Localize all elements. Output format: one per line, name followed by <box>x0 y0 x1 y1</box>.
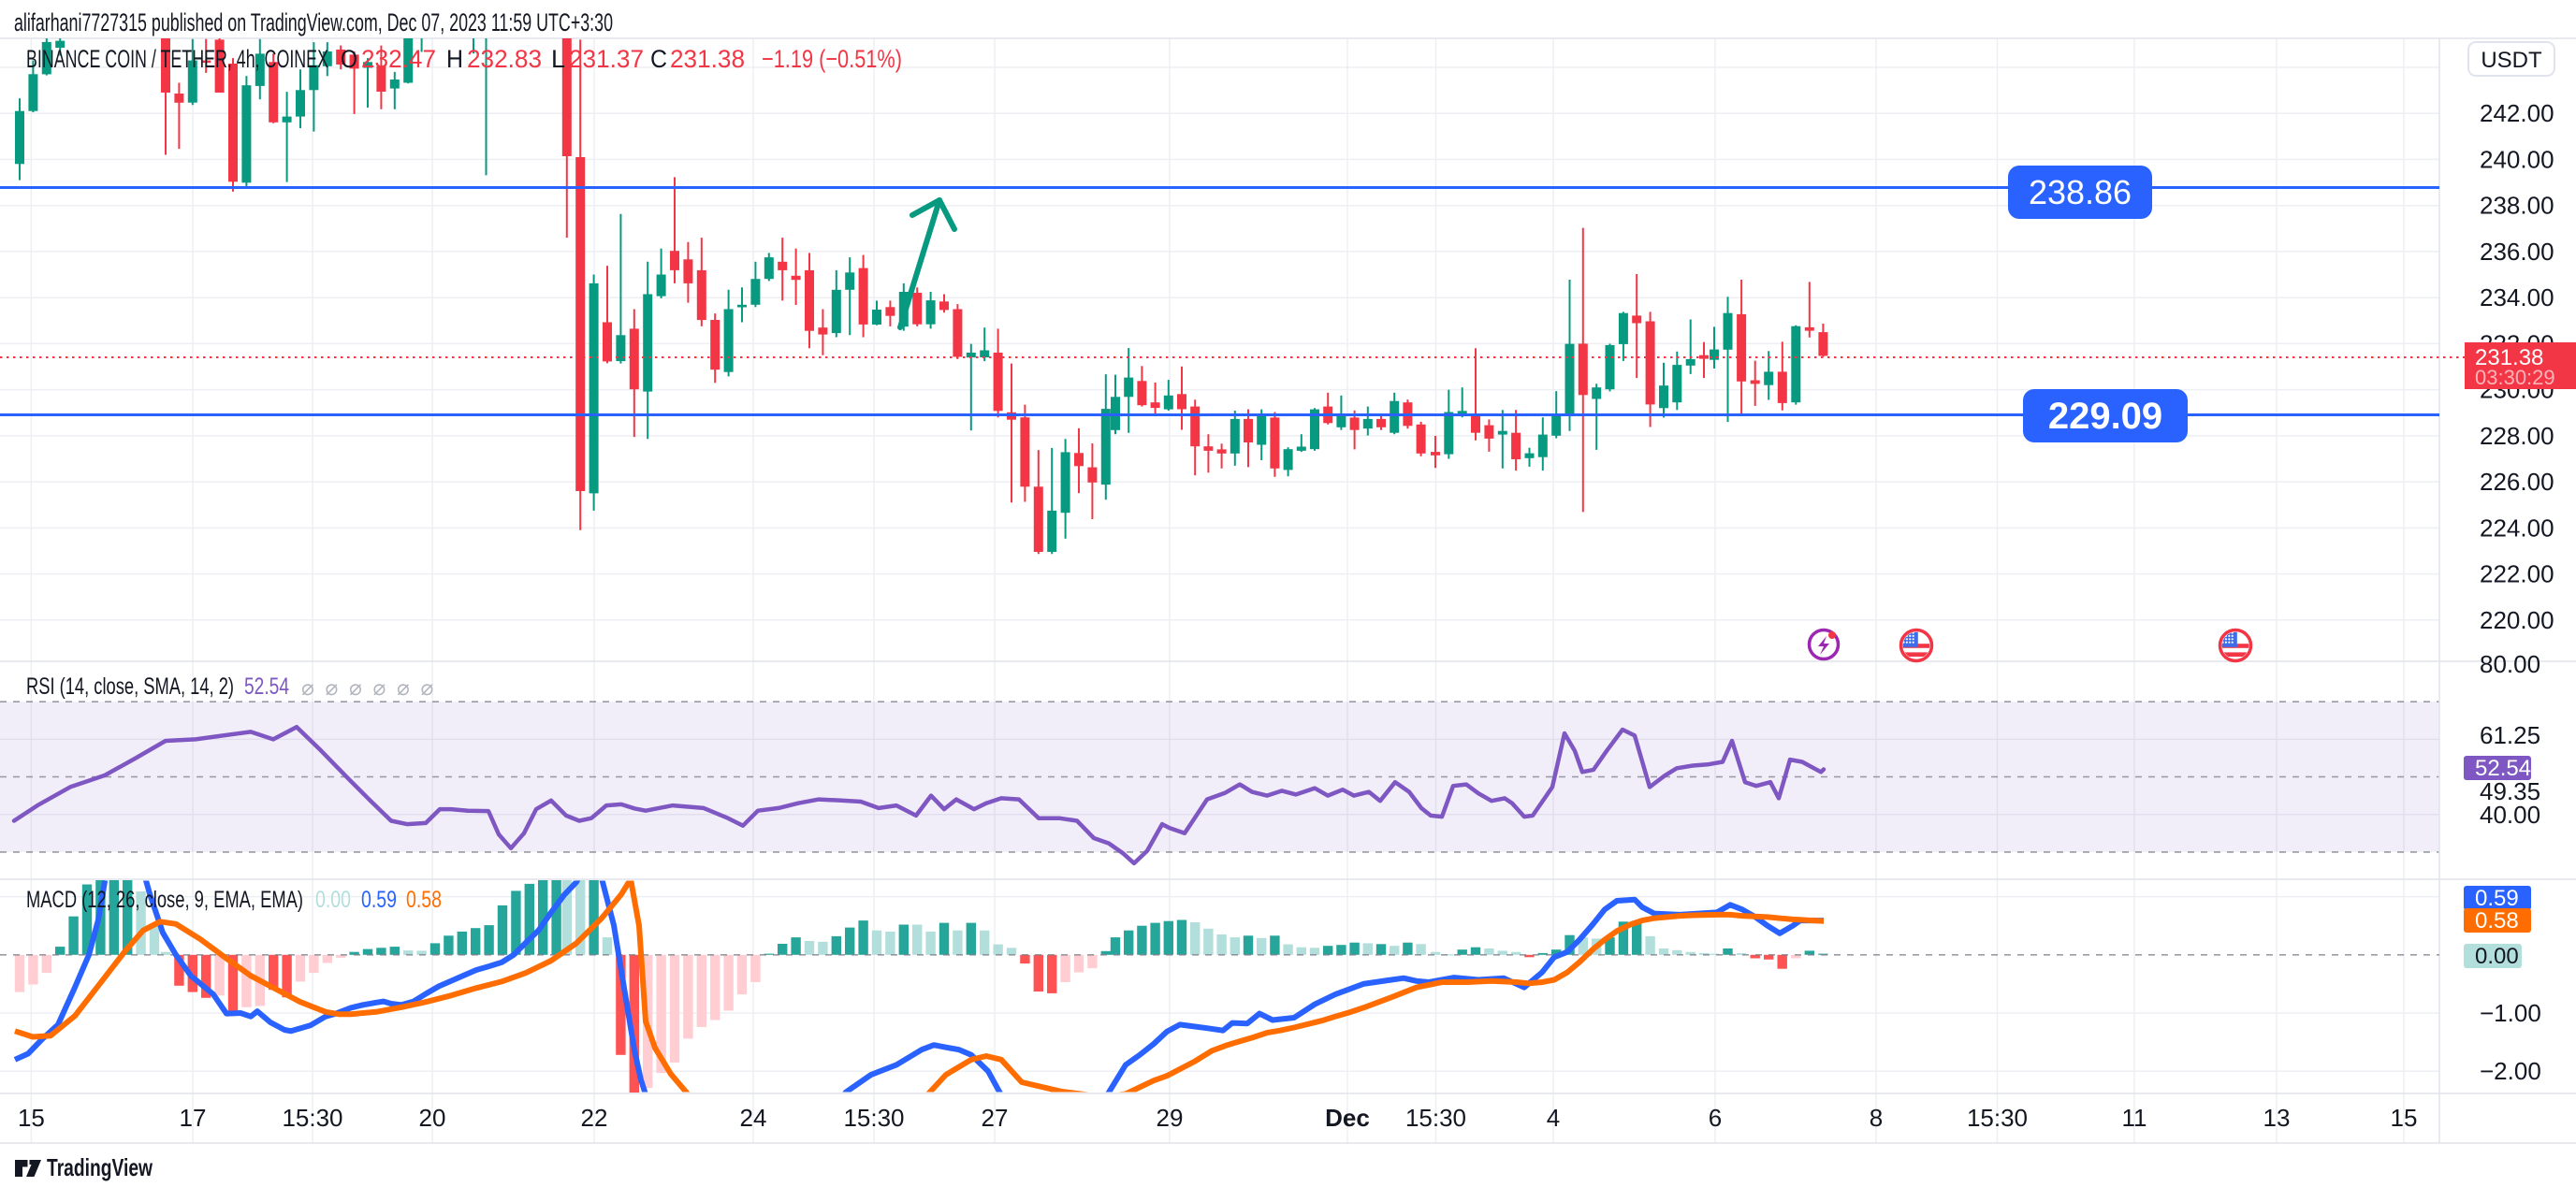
svg-text:242.00: 242.00 <box>2480 99 2554 127</box>
svg-text:11: 11 <box>2122 1104 2147 1132</box>
svg-text:03:30:29: 03:30:29 <box>2475 366 2555 389</box>
svg-text:0.00: 0.00 <box>2475 944 2519 969</box>
svg-text:15: 15 <box>18 1104 45 1132</box>
svg-text:15:30: 15:30 <box>1405 1104 1466 1132</box>
svg-text:231.37: 231.37 <box>569 45 644 73</box>
svg-text:222.00: 222.00 <box>2480 560 2554 588</box>
svg-text:0.59: 0.59 <box>2475 886 2519 911</box>
svg-text:TradingView: TradingView <box>47 1153 153 1181</box>
svg-text:0.59: 0.59 <box>361 887 397 913</box>
svg-text:22: 22 <box>581 1104 608 1132</box>
svg-text:MACD (12, 26, close, 9, EMA, E: MACD (12, 26, close, 9, EMA, EMA) <box>26 887 303 913</box>
svg-text:240.00: 240.00 <box>2480 145 2554 173</box>
svg-text:24: 24 <box>740 1104 767 1132</box>
svg-text:231.38: 231.38 <box>670 45 745 73</box>
svg-text:224.00: 224.00 <box>2480 514 2554 542</box>
svg-text:231.38: 231.38 <box>2475 345 2543 370</box>
svg-text:⌀: ⌀ <box>349 675 362 700</box>
svg-text:40.00: 40.00 <box>2480 801 2540 829</box>
svg-text:H: H <box>446 45 463 73</box>
svg-text:15:30: 15:30 <box>282 1104 342 1132</box>
svg-text:USDT: USDT <box>2481 48 2542 73</box>
svg-text:RSI (14, close, SMA, 14, 2): RSI (14, close, SMA, 14, 2) <box>26 673 234 700</box>
svg-text:BINANCE COIN / TETHER, 4h, COI: BINANCE COIN / TETHER, 4h, COINEX <box>26 45 328 73</box>
svg-text:52.54: 52.54 <box>2475 756 2531 781</box>
svg-text:0.00: 0.00 <box>315 887 351 913</box>
svg-text:226.00: 226.00 <box>2480 468 2554 496</box>
svg-text:alifarhani7727315 published on: alifarhani7727315 published on TradingVi… <box>14 8 613 36</box>
svg-text:27: 27 <box>982 1104 1009 1132</box>
svg-text:13: 13 <box>2263 1104 2291 1132</box>
svg-text:15: 15 <box>2391 1104 2418 1132</box>
svg-text:229.09: 229.09 <box>2048 396 2162 437</box>
svg-text:⌀: ⌀ <box>301 675 314 700</box>
svg-text:0.58: 0.58 <box>2475 908 2519 934</box>
svg-text:⌀: ⌀ <box>373 675 386 700</box>
svg-text:17: 17 <box>180 1104 207 1132</box>
svg-text:52.54: 52.54 <box>244 673 289 700</box>
svg-text:−1.00: −1.00 <box>2480 999 2541 1027</box>
svg-text:232.47: 232.47 <box>361 45 436 73</box>
svg-text:⌀: ⌀ <box>397 675 410 700</box>
svg-text:⌀: ⌀ <box>326 675 339 700</box>
svg-text:O: O <box>341 45 357 73</box>
svg-text:8: 8 <box>1870 1104 1883 1132</box>
svg-text:234.00: 234.00 <box>2480 283 2554 311</box>
svg-text:−2.00: −2.00 <box>2480 1057 2541 1085</box>
svg-text:236.00: 236.00 <box>2480 238 2554 266</box>
svg-text:Dec: Dec <box>1325 1104 1370 1132</box>
svg-text:L: L <box>551 45 565 73</box>
svg-text:⌀: ⌀ <box>421 675 434 700</box>
svg-text:228.00: 228.00 <box>2480 422 2554 450</box>
svg-text:−1.19 (−0.51%): −1.19 (−0.51%) <box>762 45 902 73</box>
svg-text:15:30: 15:30 <box>1967 1104 2028 1132</box>
svg-text:0.58: 0.58 <box>406 887 442 913</box>
svg-text:4: 4 <box>1547 1104 1560 1132</box>
svg-text:49.35: 49.35 <box>2480 777 2540 805</box>
svg-text:238.00: 238.00 <box>2480 192 2554 220</box>
svg-text:80.00: 80.00 <box>2480 650 2540 678</box>
svg-text:232.83: 232.83 <box>467 45 542 73</box>
svg-text:61.25: 61.25 <box>2480 721 2540 749</box>
svg-text:6: 6 <box>1709 1104 1722 1132</box>
svg-text:238.86: 238.86 <box>2029 173 2132 211</box>
svg-text:C: C <box>650 45 667 73</box>
svg-text:20: 20 <box>419 1104 446 1132</box>
svg-text:220.00: 220.00 <box>2480 606 2554 634</box>
svg-text:29: 29 <box>1157 1104 1184 1132</box>
svg-text:15:30: 15:30 <box>843 1104 904 1132</box>
